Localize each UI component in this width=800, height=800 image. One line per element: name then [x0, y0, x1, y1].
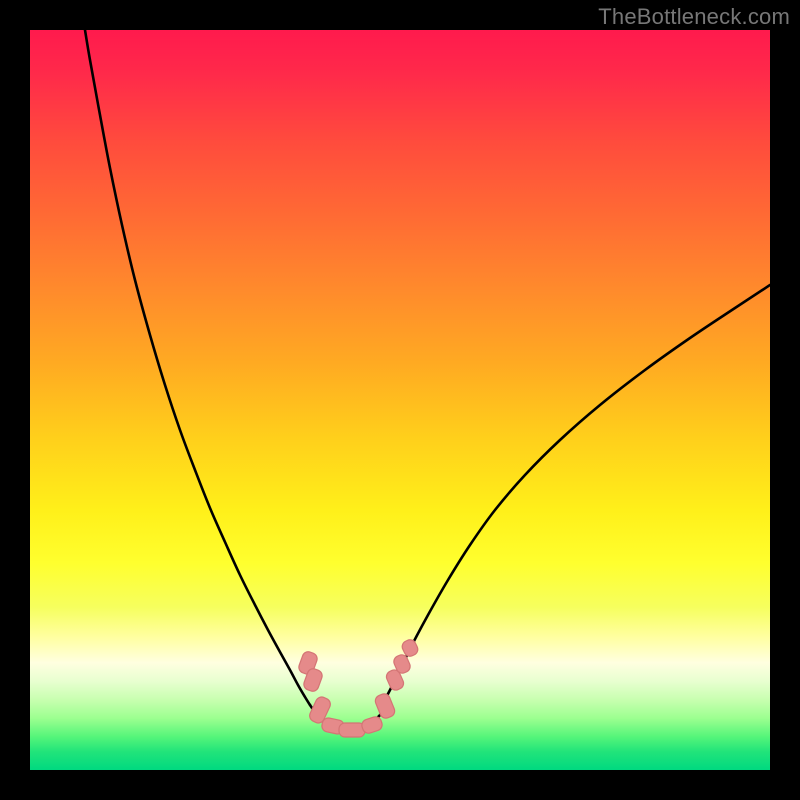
watermark-text: TheBottleneck.com — [598, 4, 790, 30]
plot-area — [30, 30, 770, 770]
chart-svg — [30, 30, 770, 770]
marker-4 — [339, 723, 365, 737]
chart-frame: TheBottleneck.com — [0, 0, 800, 800]
